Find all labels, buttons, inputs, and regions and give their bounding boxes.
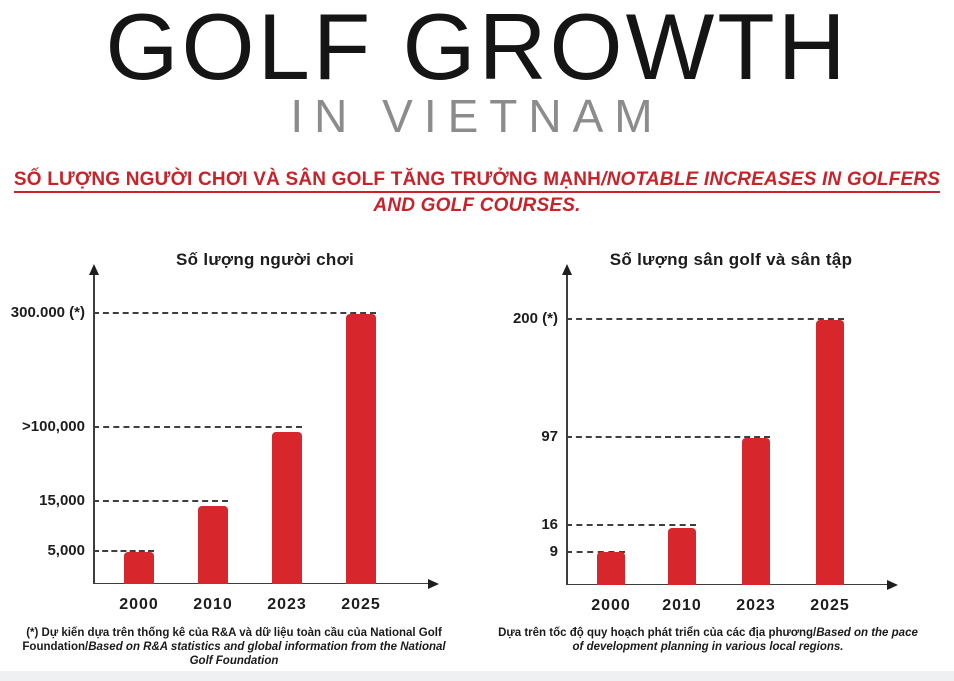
page-title: GOLF GROWTH xyxy=(105,0,849,99)
y-axis-label-2000: 5,000 xyxy=(47,542,85,559)
y-axis xyxy=(93,275,95,584)
y-axis-label-2025: 200 (*) xyxy=(512,310,558,327)
y-axis-label-2010: 16 xyxy=(541,516,558,533)
gridline-2000 xyxy=(566,551,625,553)
bar-2025 xyxy=(346,314,376,584)
footnote-courses-vietnamese: Dựa trên tốc độ quy hoạch phát triển của… xyxy=(498,627,817,639)
footnote-courses-english: Based on the pace of development plannin… xyxy=(572,627,918,653)
x-axis-label-2023: 2023 xyxy=(736,597,776,614)
footnote-courses: Dựa trên tốc độ quy hoạch phát triển của… xyxy=(494,626,922,654)
y-axis-label-2023: 97 xyxy=(541,428,558,445)
y-axis xyxy=(566,275,568,585)
headline: SỐ LƯỢNG NGƯỜI CHƠI VÀ SÂN GOLF TĂNG TRƯ… xyxy=(0,167,954,219)
bar-2000 xyxy=(124,552,154,584)
x-axis-label-2025: 2025 xyxy=(810,597,850,614)
x-axis-arrow-icon xyxy=(428,578,439,589)
bottom-band xyxy=(0,671,954,681)
headline-line1-vietnamese: SỐ LƯỢNG NGƯỜI CHƠI VÀ SÂN GOLF TĂNG TRƯ… xyxy=(13,169,602,190)
bar-2025 xyxy=(816,320,844,585)
bar-2000 xyxy=(597,552,625,585)
gridline-2025 xyxy=(93,312,376,314)
gridline-2000 xyxy=(93,550,154,552)
x-axis-label-2025: 2025 xyxy=(341,596,381,613)
bar-2023 xyxy=(272,432,302,584)
gridline-2023 xyxy=(566,436,770,438)
y-axis-arrow-icon xyxy=(89,264,99,275)
gridline-2025 xyxy=(566,318,844,320)
bar-2010 xyxy=(198,506,228,584)
page-subtitle: IN VIETNAM xyxy=(290,90,664,142)
x-axis-label-2000: 2000 xyxy=(119,596,159,613)
footnote-golfers-english: Based on R&A statistics and global infor… xyxy=(88,641,446,667)
headline-line2-english: AND GOLF COURSES. xyxy=(373,195,581,216)
headline-line1-english: /NOTABLE INCREASES IN GOLFERS xyxy=(601,169,941,190)
chart-title-golfers: Số lượng người chơi xyxy=(175,250,355,269)
gridline-2023 xyxy=(93,426,302,428)
y-axis-label-2000: 9 xyxy=(549,543,558,560)
x-axis xyxy=(93,582,437,584)
headline-line1: SỐ LƯỢNG NGƯỜI CHƠI VÀ SÂN GOLF TĂNG TRƯ… xyxy=(0,167,954,193)
gridline-2010 xyxy=(566,524,696,526)
plot-area-golfers: 5,000 15,000 >100,000 300.000 (*) 2000 2010 20… xyxy=(11,264,439,613)
headline-line2: AND GOLF COURSES. xyxy=(0,193,954,219)
footnote-golfers-vietnamese: (*) Dự kiến dựa trên thống kê của R&A và… xyxy=(22,627,442,653)
y-axis-label-2023: >100,000 xyxy=(22,418,85,435)
plot-area-courses: 9 16 97 200 (*) 2000 2010 2023 2025 xyxy=(513,264,898,614)
x-axis-label-2010: 2010 xyxy=(662,597,702,614)
y-axis-label-2010: 15,000 xyxy=(39,492,85,509)
x-axis-label-2023: 2023 xyxy=(267,596,307,613)
x-axis-label-2000: 2000 xyxy=(591,597,631,614)
gridline-2010 xyxy=(93,500,228,502)
footnote-golfers: (*) Dự kiến dựa trên thống kê của R&A và… xyxy=(22,626,446,668)
bar-2010 xyxy=(668,528,696,585)
y-axis-arrow-icon xyxy=(562,264,572,275)
chart-title-courses: Số lượng sân golf và sân tập xyxy=(609,250,853,269)
x-axis-arrow-icon xyxy=(887,579,898,590)
x-axis-label-2010: 2010 xyxy=(193,596,233,613)
x-axis xyxy=(566,583,896,585)
bar-2023 xyxy=(742,438,770,585)
y-axis-label-2025: 300.000 (*) xyxy=(10,304,85,321)
